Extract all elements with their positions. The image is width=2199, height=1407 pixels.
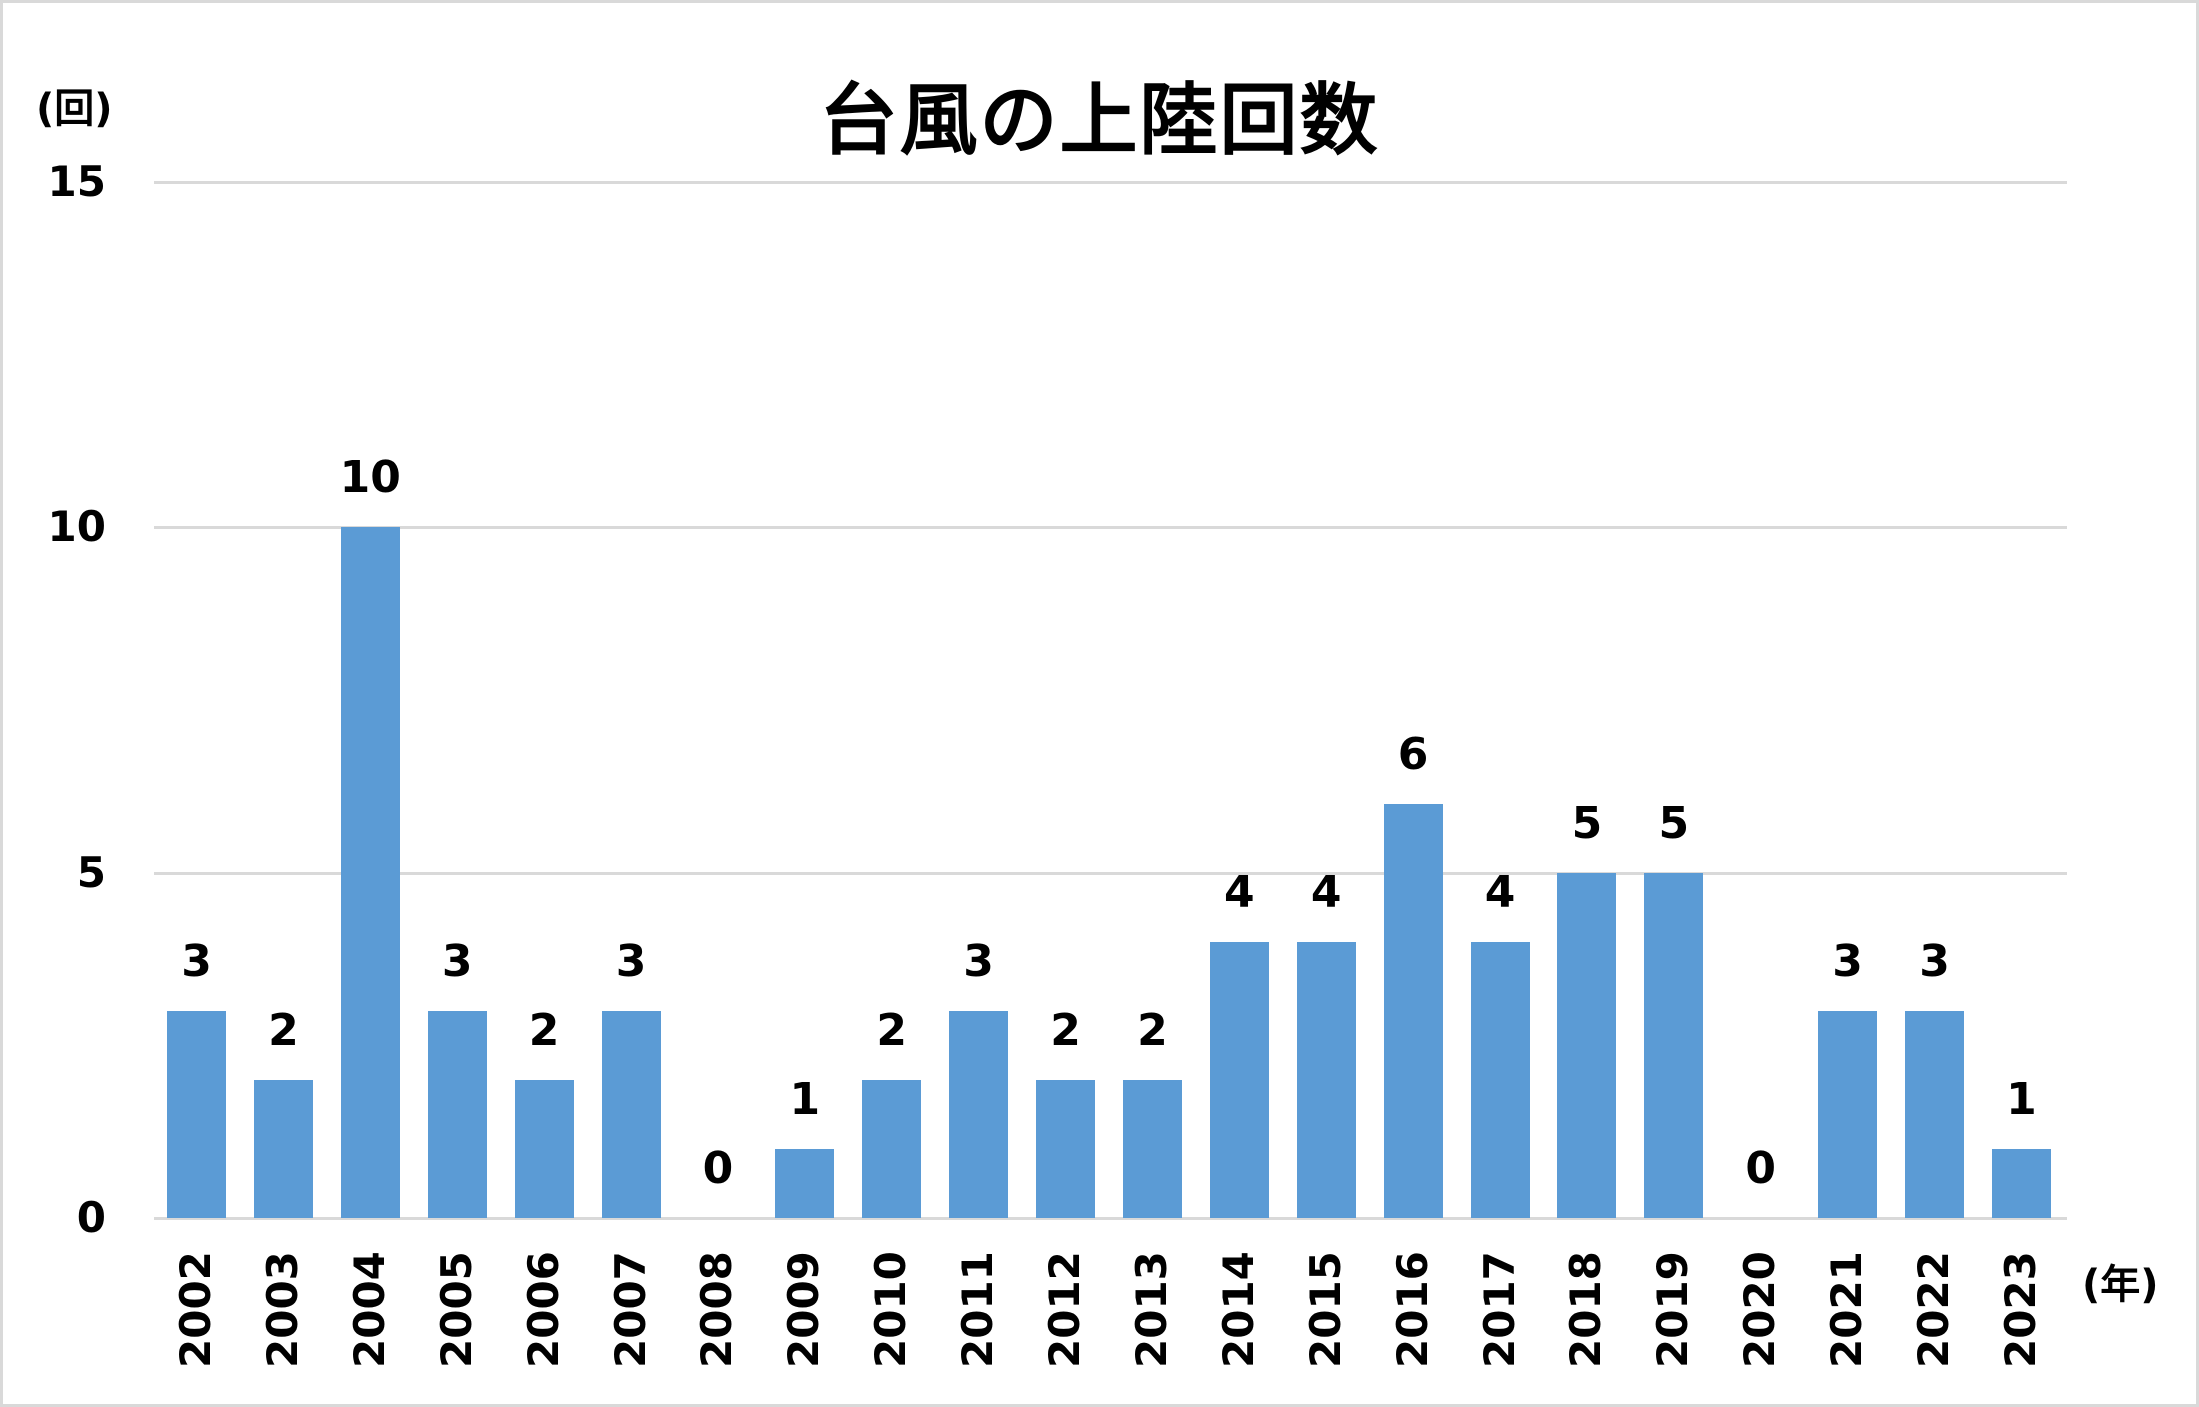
gridline: [154, 526, 2067, 530]
bar-2002: [167, 1010, 226, 1218]
gridline: [154, 871, 2067, 875]
bar-2014: [1209, 941, 1269, 1218]
y-tick-label: 10: [47, 502, 106, 552]
data-label: 5: [1658, 797, 1690, 849]
x-tick-label: 2017: [1474, 1251, 1524, 1368]
y-tick-label: 0: [76, 1193, 106, 1242]
x-tick-label: 2019: [1648, 1251, 1698, 1368]
data-label: 3: [1832, 935, 1863, 987]
bar-2022: [1905, 1010, 1964, 1218]
data-label: 2: [876, 1004, 907, 1056]
data-label: 3: [1919, 935, 1950, 987]
x-tick-label: 2004: [344, 1251, 394, 1368]
data-label: 1: [2006, 1073, 2037, 1125]
x-tick-label: 2010: [866, 1251, 916, 1368]
data-label: 10: [339, 452, 401, 504]
x-tick-label: 2003: [257, 1251, 307, 1368]
gridline: [154, 181, 2067, 184]
bar-2018: [1557, 872, 1617, 1218]
x-tick-label: 2009: [779, 1251, 829, 1368]
bar-2011: [949, 1010, 1009, 1218]
gridline: [154, 1217, 2067, 1220]
x-tick-label: 2008: [692, 1251, 742, 1368]
x-tick-label: 2014: [1213, 1251, 1263, 1368]
bar-2009: [775, 1148, 835, 1218]
x-tick-label: 2012: [1040, 1251, 1089, 1368]
bar-2010: [862, 1079, 922, 1218]
x-tick-label: 2020: [1735, 1251, 1785, 1368]
data-label: 4: [1484, 866, 1516, 918]
bar-2006: [514, 1079, 574, 1218]
data-label: 1: [789, 1073, 821, 1125]
bar-2003: [253, 1079, 313, 1218]
x-tick-label: 2018: [1561, 1251, 1611, 1368]
data-label: 4: [1310, 866, 1342, 918]
data-label: 4: [1223, 866, 1255, 918]
data-label: 2: [1137, 1004, 1168, 1056]
bar-2007: [601, 1010, 661, 1218]
data-label: 5: [1571, 797, 1603, 849]
x-tick-label: 2011: [953, 1251, 1003, 1368]
bar-2005: [427, 1010, 487, 1218]
chart-title: 台風の上陸回数: [819, 76, 1380, 166]
bar-2004: [340, 527, 400, 1218]
x-tick-label: 2022: [1909, 1251, 1958, 1368]
y-tick-label: 5: [76, 847, 106, 897]
x-tick-label: 2016: [1387, 1251, 1437, 1368]
data-label: 0: [702, 1143, 734, 1194]
bar-2021: [1818, 1010, 1878, 1218]
y-tick-label: 15: [47, 157, 106, 206]
bar-2012: [1036, 1079, 1095, 1218]
bar-2017: [1470, 941, 1530, 1218]
x-tick-label: 2015: [1300, 1251, 1350, 1368]
data-label: 2: [268, 1004, 299, 1056]
x-tick-label: 2005: [431, 1251, 481, 1368]
x-tick-label: 2002: [171, 1251, 220, 1368]
x-tick-label: 2023: [1995, 1251, 2045, 1368]
x-tick-label: 2021: [1822, 1251, 1872, 1368]
x-tick-label: 2007: [605, 1251, 655, 1368]
y-axis-unit-label: (回): [36, 86, 113, 132]
bar-2013: [1122, 1079, 1182, 1218]
x-axis-unit-label: (年): [2082, 1262, 2159, 1308]
data-label: 3: [441, 935, 473, 987]
data-label: 3: [963, 935, 994, 987]
data-label: 6: [1397, 728, 1429, 780]
data-label: 3: [181, 935, 212, 987]
bar-2019: [1644, 872, 1704, 1218]
data-label: 2: [528, 1004, 560, 1056]
data-label: 2: [1050, 1004, 1081, 1056]
data-label: 0: [1745, 1143, 1776, 1194]
bar-2016: [1383, 803, 1443, 1218]
x-tick-label: 2006: [518, 1251, 568, 1368]
data-label: 3: [615, 935, 647, 987]
bar-2023: [1991, 1148, 2051, 1218]
x-tick-label: 2013: [1126, 1251, 1176, 1368]
bar-2015: [1296, 941, 1356, 1218]
